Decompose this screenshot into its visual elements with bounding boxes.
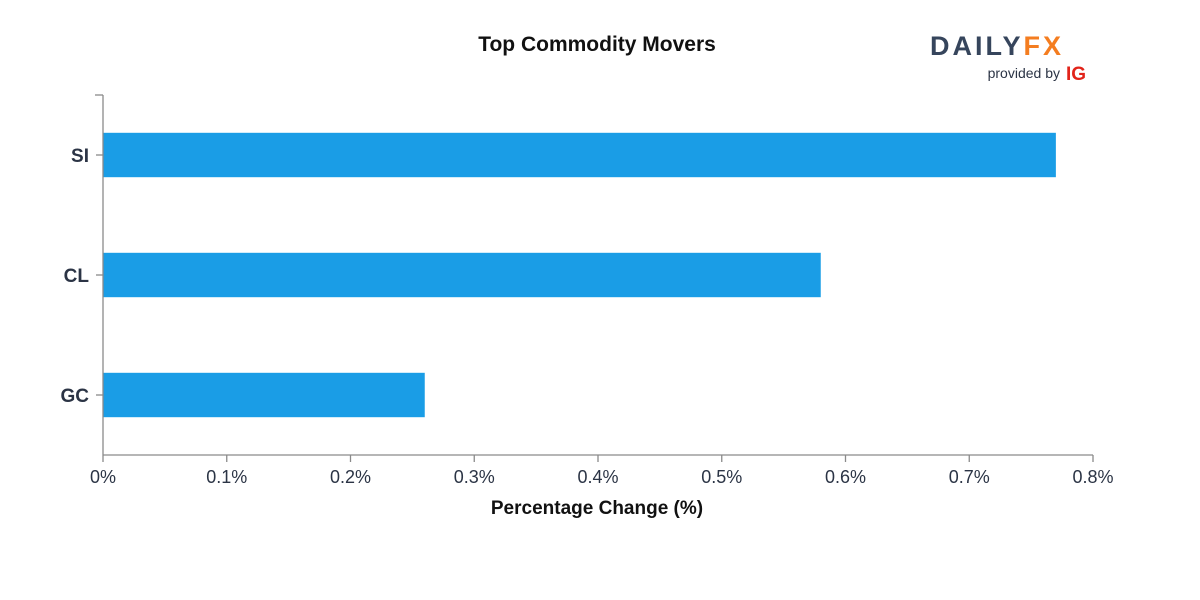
y-tick-label: GC xyxy=(61,386,90,407)
bar-si xyxy=(103,132,1056,178)
x-axis-ticks: 0% 0.1% 0.2% 0.3% 0.4% 0.5% 0.6% 0.7% 0.8% xyxy=(90,455,1114,487)
x-tick-label: 0.6% xyxy=(825,467,866,487)
logo-daily-text: DAILY xyxy=(930,31,1024,61)
dailyfx-logo: DAILYFX provided by IG xyxy=(930,31,1086,85)
x-tick-label: 0.5% xyxy=(701,467,742,487)
x-tick-label: 0.2% xyxy=(330,467,371,487)
bar-gc xyxy=(103,372,425,418)
x-axis-title: Percentage Change (%) xyxy=(491,498,703,519)
logo-wordmark: DAILYFX xyxy=(930,31,1064,61)
bar-cl xyxy=(103,252,821,298)
y-tick-label: CL xyxy=(64,266,90,287)
x-tick-label: 0.8% xyxy=(1072,467,1113,487)
x-tick-label: 0.3% xyxy=(454,467,495,487)
x-tick-label: 0.7% xyxy=(949,467,990,487)
x-tick-label: 0% xyxy=(90,467,116,487)
chart-title: Top Commodity Movers xyxy=(478,33,716,56)
logo-ig-text: IG xyxy=(1066,64,1086,85)
x-tick-label: 0.4% xyxy=(577,467,618,487)
logo-provided-by: provided by xyxy=(988,65,1060,81)
y-tick-label: SI xyxy=(71,146,89,167)
y-axis-ticks: SI CL GC xyxy=(61,146,103,407)
x-tick-label: 0.1% xyxy=(206,467,247,487)
bars-group xyxy=(103,132,1056,418)
logo-fx-text: FX xyxy=(1024,31,1065,61)
